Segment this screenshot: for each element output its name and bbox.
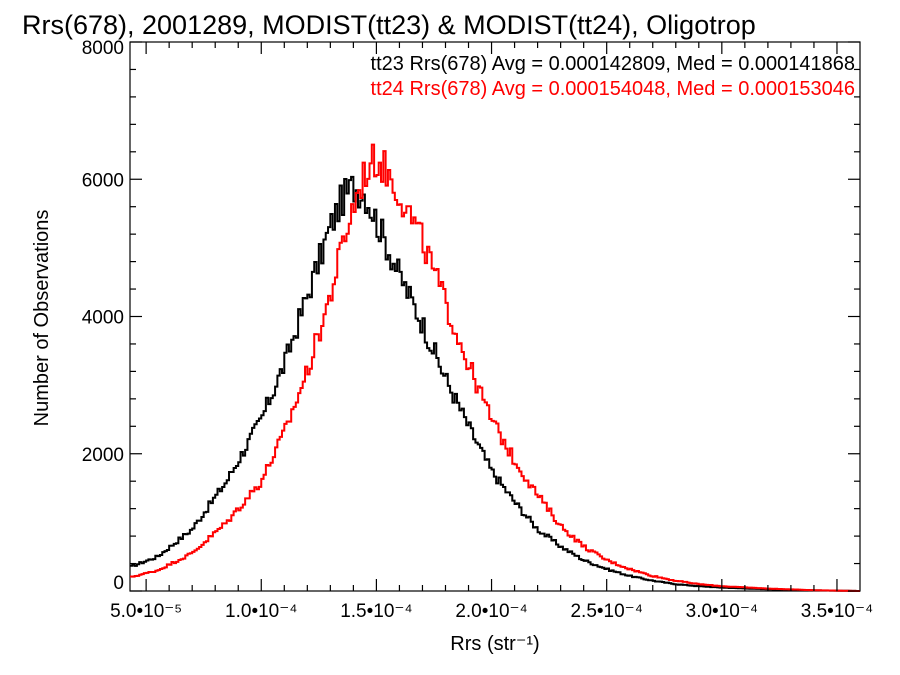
annotation-tt23: tt23 Rrs(678) Avg = 0.000142809, Med = 0… [371, 53, 855, 75]
x-tick-label: 3.0•10⁻⁴ [686, 601, 758, 622]
x-tick-label: 2.5•10⁻⁴ [570, 601, 642, 622]
series-layer [130, 143, 860, 592]
x-tick-label: 5.0•10⁻⁵ [110, 601, 182, 622]
y-tick-label: 2000 [82, 445, 124, 466]
x-tick-label: 1.5•10⁻⁴ [340, 601, 412, 622]
x-tick-label: 2.0•10⁻⁴ [455, 601, 527, 622]
x-tick-label: 1.0•10⁻⁴ [225, 601, 297, 622]
x-tick-label: 3.5•10⁻⁴ [801, 601, 873, 622]
y-tick-label: 0 [113, 573, 124, 594]
y-tick-label: 8000 [82, 38, 124, 59]
annotation-tt24: tt24 Rrs(678) Avg = 0.000154048, Med = 0… [371, 78, 855, 100]
series-line-0 [130, 175, 860, 592]
x-axis-label: Rrs (str⁻¹) [450, 633, 539, 655]
tick-layer: 5.0•10⁻⁵ 1.0•10⁻⁴ 1.5•10⁻⁴ 2.0•10⁻⁴ 2.5•10⁻⁴… [82, 38, 873, 622]
chart-title: Rrs(678), 2001289, MODIST(tt23) & MODIST… [22, 10, 756, 40]
series-line-1 [130, 143, 860, 592]
y-axis-label: Number of Observations [31, 210, 53, 427]
y-tick-label: 6000 [82, 170, 124, 191]
y-tick-label: 4000 [82, 308, 124, 329]
plot-frame [129, 41, 861, 592]
